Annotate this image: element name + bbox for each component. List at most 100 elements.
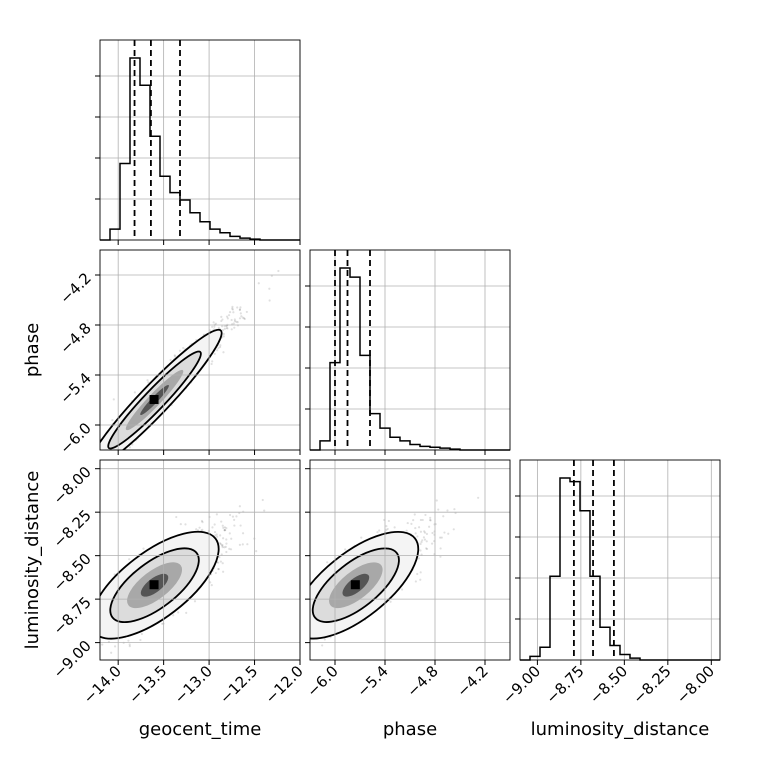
scatter-geocent_time-phase-point bbox=[110, 456, 112, 458]
scatter-geocent_time-luminosity_distance-point bbox=[222, 537, 225, 540]
scatter-geocent_time-phase-point bbox=[173, 355, 177, 358]
scatter-geocent_time-phase-point bbox=[236, 321, 239, 324]
scatter-geocent_time-phase-point bbox=[105, 453, 107, 455]
scatter-geocent_time-luminosity_distance-point bbox=[218, 556, 221, 559]
hist-luminosity_distance-bg bbox=[520, 460, 720, 660]
scatter-geocent_time-luminosity_distance-point bbox=[228, 513, 232, 517]
scatter-geocent_time-luminosity_distance-point bbox=[238, 505, 241, 508]
scatter-phase-luminosity_distance-point bbox=[385, 528, 388, 531]
scatter-geocent_time-luminosity_distance-point bbox=[195, 528, 198, 531]
scatter-geocent_time-luminosity_distance-point bbox=[92, 621, 94, 623]
scatter-geocent_time-luminosity_distance-point bbox=[91, 629, 93, 631]
scatter-geocent_time-phase-frame bbox=[99, 249, 301, 451]
scatter-geocent_time-luminosity_distance-peak bbox=[149, 580, 159, 590]
scatter-geocent_time-phase-point bbox=[222, 351, 225, 354]
scatter-phase-luminosity_distance-point bbox=[429, 518, 432, 522]
scatter-geocent_time-phase-point bbox=[233, 326, 236, 329]
ylabel-phase: phase bbox=[22, 323, 43, 377]
scatter-geocent_time-luminosity_distance-point bbox=[91, 620, 93, 622]
scatter-geocent_time-phase-point bbox=[101, 454, 103, 456]
scatter-geocent_time-phase-point bbox=[93, 461, 95, 463]
scatter-geocent_time-phase-point bbox=[95, 457, 97, 459]
tick-label-luminosity_distance: −8.75 bbox=[542, 662, 587, 707]
scatter-geocent_time-luminosity_distance-point bbox=[225, 542, 228, 545]
scatter-geocent_time-luminosity_distance-point bbox=[220, 520, 223, 523]
tick-label-geocent_time: −12.5 bbox=[216, 662, 261, 707]
scatter-geocent_time-phase-point bbox=[213, 352, 216, 355]
scatter-geocent_time-luminosity_distance-point bbox=[214, 571, 217, 575]
scatter-phase-luminosity_distance-point bbox=[387, 519, 390, 523]
scatter-geocent_time-phase-point bbox=[212, 321, 215, 324]
scatter-phase-luminosity_distance-point bbox=[302, 620, 304, 622]
scatter-phase-luminosity_distance-point bbox=[435, 499, 438, 502]
scatter-phase-luminosity_distance-point bbox=[305, 622, 307, 624]
scatter-geocent_time-phase-point bbox=[133, 391, 136, 394]
scatter-phase-luminosity_distance-point bbox=[420, 553, 423, 556]
scatter-geocent_time-phase-point bbox=[223, 327, 226, 330]
scatter-phase-luminosity_distance-point bbox=[303, 630, 305, 632]
scatter-geocent_time-luminosity_distance-point bbox=[217, 568, 220, 571]
scatter-geocent_time-phase-point bbox=[87, 462, 89, 464]
scatter-geocent_time-phase-point bbox=[217, 326, 220, 329]
scatter-geocent_time-phase-point bbox=[101, 453, 103, 455]
scatter-geocent_time-luminosity_distance-point bbox=[222, 570, 225, 573]
scatter-geocent_time-phase-point bbox=[178, 349, 182, 352]
scatter-phase-luminosity_distance-point bbox=[430, 542, 434, 545]
scatter-geocent_time-phase-point bbox=[104, 456, 106, 458]
tick-label-luminosity_distance: −9.00 bbox=[50, 637, 95, 682]
tick-label-luminosity_distance: −8.50 bbox=[586, 662, 631, 707]
scatter-geocent_time-luminosity_distance-point bbox=[113, 573, 116, 576]
tick-label-luminosity_distance: −9.00 bbox=[499, 662, 544, 707]
scatter-geocent_time-phase-point bbox=[220, 319, 223, 323]
scatter-geocent_time-phase-point bbox=[220, 325, 224, 328]
scatter-geocent_time-luminosity_distance-point bbox=[215, 513, 218, 516]
scatter-geocent_time-luminosity_distance-point bbox=[88, 629, 90, 631]
scatter-phase-luminosity_distance-point bbox=[442, 515, 445, 518]
scatter-geocent_time-phase-content bbox=[86, 269, 280, 465]
scatter-geocent_time-luminosity_distance-point bbox=[97, 648, 99, 650]
scatter-phase-luminosity_distance-point bbox=[417, 526, 421, 529]
scatter-phase-luminosity_distance-point bbox=[360, 536, 363, 539]
scatter-geocent_time-luminosity_distance-point bbox=[175, 515, 178, 519]
scatter-geocent_time-luminosity_distance-point bbox=[101, 643, 104, 646]
scatter-geocent_time-phase-point bbox=[245, 310, 248, 314]
scatter-geocent_time-phase-point bbox=[227, 314, 231, 317]
scatter-geocent_time-phase-point bbox=[95, 463, 97, 465]
scatter-geocent_time-luminosity_distance-point bbox=[201, 521, 204, 524]
scatter-geocent_time-phase-point bbox=[225, 315, 229, 318]
scatter-geocent_time-luminosity_distance-point bbox=[216, 561, 220, 564]
scatter-geocent_time-phase-point bbox=[86, 458, 88, 460]
scatter-phase-luminosity_distance-point bbox=[306, 624, 308, 626]
hist-phase-frame bbox=[309, 249, 511, 451]
scatter-geocent_time-luminosity_distance-point bbox=[73, 634, 75, 636]
tick-label-phase: −5.4 bbox=[56, 369, 94, 407]
scatter-geocent_time-phase-point bbox=[109, 455, 111, 457]
scatter-geocent_time-luminosity_distance-point bbox=[127, 639, 130, 642]
scatter-phase-luminosity_distance-point bbox=[431, 531, 434, 535]
tick-label-phase: −4.8 bbox=[403, 662, 441, 700]
tick-label-geocent_time: −13.5 bbox=[125, 662, 170, 707]
scatter-geocent_time-luminosity_distance-point bbox=[229, 548, 233, 551]
scatter-geocent_time-luminosity_distance-point bbox=[224, 545, 227, 548]
scatter-geocent_time-luminosity_distance-point bbox=[225, 527, 228, 530]
scatter-geocent_time-phase-point bbox=[109, 451, 111, 453]
hist-phase-bg bbox=[310, 250, 510, 450]
tick-label-luminosity_distance: −8.50 bbox=[50, 550, 95, 595]
scatter-geocent_time-phase-point bbox=[231, 305, 234, 308]
scatter-geocent_time-luminosity_distance-point bbox=[225, 538, 228, 541]
scatter-phase-luminosity_distance-point bbox=[303, 604, 305, 606]
scatter-geocent_time-luminosity_distance-point bbox=[221, 544, 224, 547]
scatter-geocent_time-luminosity_distance-point bbox=[225, 550, 228, 554]
scatter-geocent_time-luminosity_distance-point bbox=[90, 595, 92, 597]
scatter-geocent_time-luminosity_distance-point bbox=[241, 543, 244, 546]
scatter-geocent_time-luminosity_distance-point bbox=[161, 622, 164, 625]
scatter-phase-luminosity_distance-point bbox=[412, 519, 415, 522]
scatter-geocent_time-luminosity_distance-point bbox=[179, 523, 182, 526]
scatter-phase-luminosity_distance-point bbox=[477, 496, 480, 499]
scatter-geocent_time-luminosity_distance-point bbox=[241, 532, 245, 535]
scatter-geocent_time-phase-point bbox=[240, 315, 243, 318]
scatter-geocent_time-luminosity_distance-point bbox=[80, 632, 82, 634]
xlabel-phase: phase bbox=[383, 719, 437, 740]
scatter-geocent_time-luminosity_distance-point bbox=[219, 542, 222, 545]
scatter-geocent_time-luminosity_distance-point bbox=[128, 558, 131, 561]
